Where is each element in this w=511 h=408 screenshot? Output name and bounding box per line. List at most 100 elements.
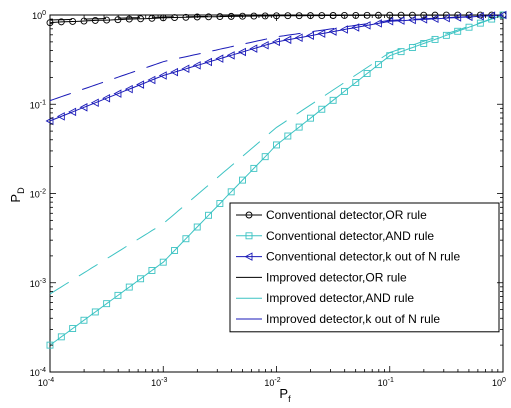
data-point: [374, 11, 382, 19]
data-point: [137, 15, 145, 23]
data-point: [239, 176, 246, 184]
data-point: [373, 19, 382, 28]
legend: Conventional detector,OR rule Conventiona…: [229, 202, 500, 333]
data-point: [318, 105, 326, 113]
data-point: [159, 258, 167, 266]
y-axis-label: PD: [8, 187, 26, 203]
data-point: [57, 333, 65, 341]
data-point: [137, 275, 145, 283]
data-point: [408, 44, 416, 52]
data-point: [216, 200, 224, 208]
data-point: [45, 116, 54, 126]
data-point: [205, 13, 213, 21]
data-point: [215, 54, 224, 63]
x-tick-label: 100: [492, 377, 506, 388]
data-point: [317, 29, 326, 38]
series-6: [49, 14, 504, 102]
data-point: [351, 23, 360, 32]
data-point: [68, 107, 77, 117]
series-line: [49, 14, 504, 102]
legend-label: Improved detector,k out of N rule: [266, 312, 440, 326]
series-5: [49, 14, 504, 295]
legend-label: Conventional detector,k out of N rule: [266, 250, 460, 264]
data-point: [56, 112, 65, 121]
series-3: [45, 10, 507, 126]
data-point: [103, 16, 111, 24]
legend-label: Improved detector,OR rule: [266, 270, 407, 284]
data-point: [124, 84, 133, 94]
data-point: [307, 12, 314, 20]
data-point: [227, 188, 235, 196]
data-point: [69, 325, 77, 332]
legend-item: Improved detector,k out of N rule: [236, 312, 440, 326]
series-line: [49, 14, 504, 122]
legend-marker: [245, 211, 253, 219]
data-point: [182, 13, 190, 21]
data-point: [352, 11, 360, 19]
data-point: [362, 21, 371, 30]
data-point: [476, 19, 484, 27]
data-point: [238, 47, 246, 57]
legend-box: [229, 202, 500, 333]
data-point: [170, 67, 179, 77]
data-point: [239, 12, 246, 20]
data-point: [318, 12, 326, 20]
data-point: [226, 51, 235, 60]
data-point: [193, 223, 201, 231]
data-point: [260, 40, 269, 50]
legend-item: Improved detector,AND rule: [236, 291, 414, 305]
data-point: [147, 75, 156, 85]
data-point: [306, 31, 314, 40]
data-point: [329, 96, 337, 104]
legend-marker: [244, 252, 253, 261]
data-point: [431, 35, 439, 43]
data-point: [430, 14, 439, 24]
data-point: [103, 300, 111, 308]
data-point: [453, 13, 462, 22]
data-point: [363, 70, 371, 77]
data-point: [261, 12, 269, 20]
data-point: [102, 93, 111, 103]
legend-label: Conventional detector,OR rule: [266, 208, 427, 222]
data-point: [407, 15, 416, 25]
data-point: [193, 13, 201, 21]
x-tick-label: 10-1: [378, 377, 394, 388]
data-point: [420, 40, 428, 47]
data-point: [79, 103, 88, 112]
x-tick-label: 10-3: [151, 377, 167, 388]
data-point: [475, 12, 484, 21]
data-point: [125, 283, 133, 291]
data-point: [284, 12, 292, 20]
y-tick-label: 10-2: [30, 189, 46, 200]
data-point: [307, 114, 314, 122]
x-tick-label: 10-2: [264, 377, 280, 388]
series-line: [49, 14, 504, 346]
data-point: [80, 316, 88, 324]
data-point: [249, 44, 258, 53]
data-point: [465, 23, 473, 31]
data-point: [216, 13, 224, 21]
data-point: [352, 79, 360, 86]
data-point: [181, 64, 190, 74]
data-point: [171, 14, 179, 21]
x-tick-label: 10-4: [38, 377, 54, 388]
data-point: [90, 98, 99, 108]
data-point: [284, 132, 292, 140]
series-2: [46, 11, 507, 349]
data-point: [397, 11, 405, 19]
legend-marker: [245, 232, 253, 240]
data-point: [396, 16, 405, 25]
data-point: [487, 11, 496, 20]
legend-item: Conventional detector,k out of N rule: [236, 250, 460, 264]
data-point: [498, 10, 507, 20]
data-point: [283, 35, 292, 45]
data-point: [205, 211, 213, 219]
data-point: [420, 11, 428, 19]
data-point: [148, 267, 156, 274]
series-layer: [45, 10, 507, 349]
data-point: [273, 141, 280, 149]
data-point: [341, 11, 348, 19]
data-point: [250, 12, 258, 20]
data-point: [386, 52, 394, 60]
